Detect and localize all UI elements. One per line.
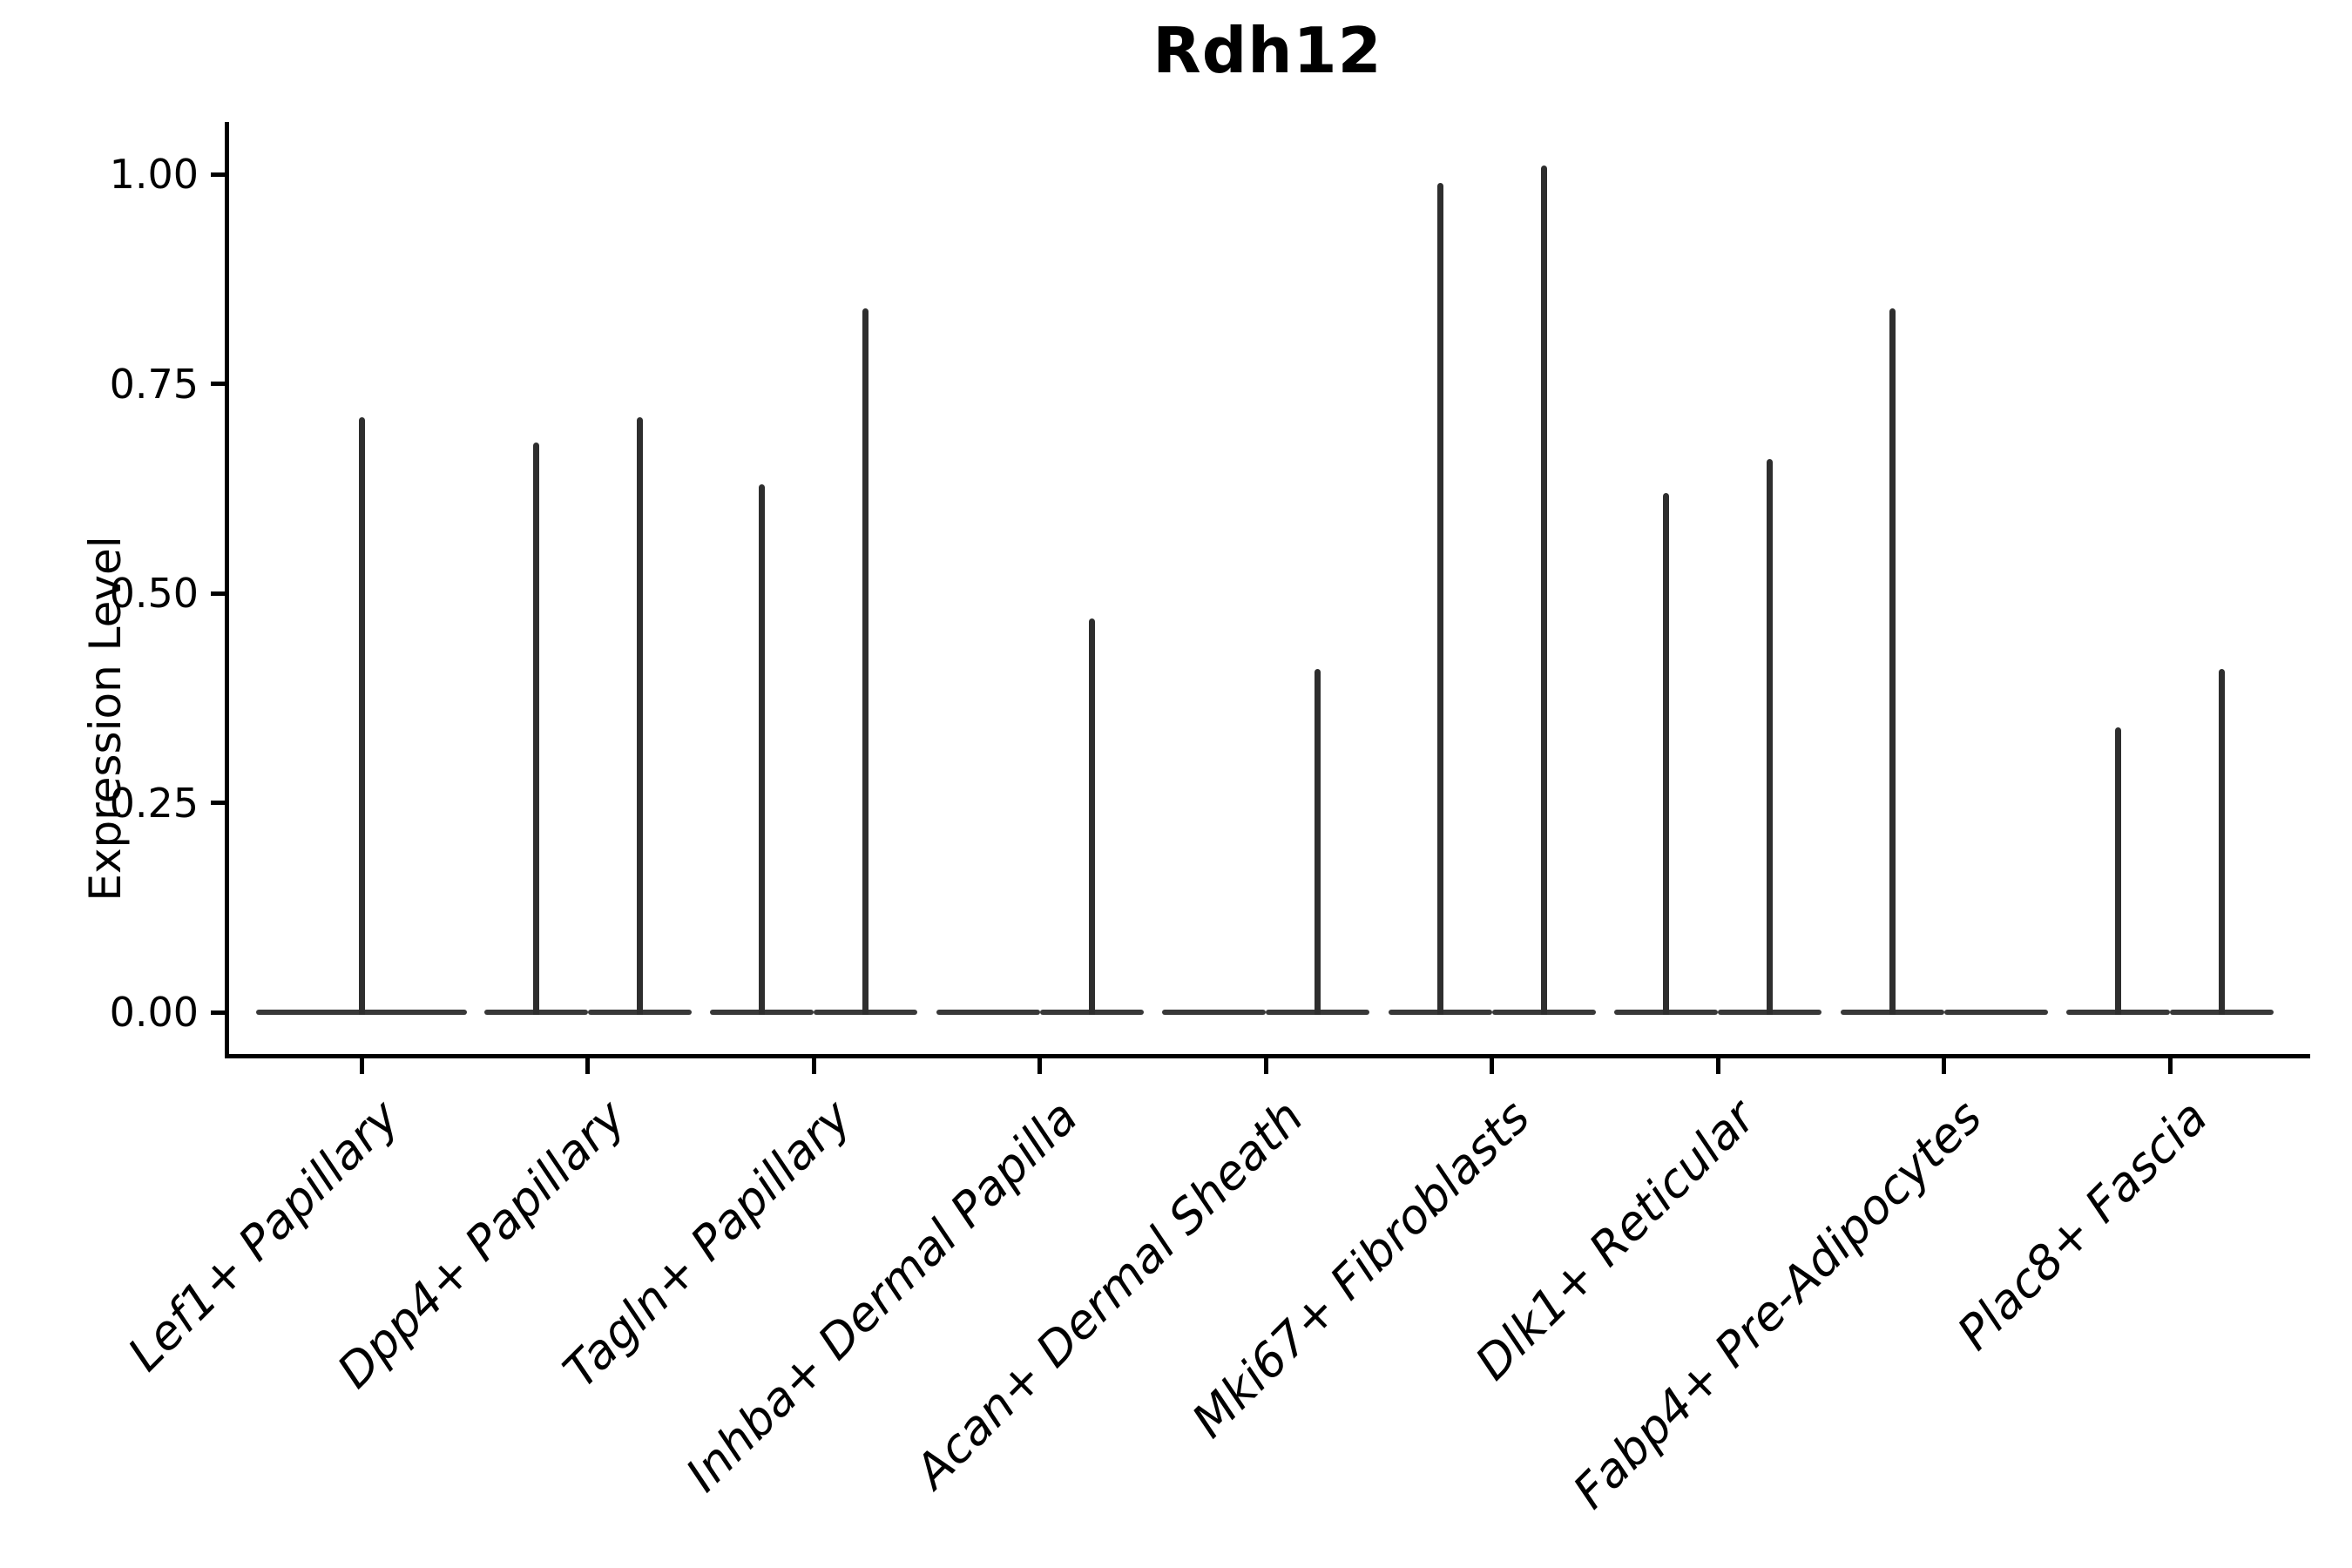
y-tick-label: 0.75 bbox=[109, 360, 199, 408]
chart-title: Rdh12 bbox=[1152, 14, 1382, 87]
violin-spike bbox=[636, 416, 643, 1015]
violin-spike bbox=[1088, 618, 1095, 1015]
violin-spike bbox=[1767, 459, 1773, 1015]
y-tick-mark bbox=[211, 591, 225, 596]
x-tick-mark bbox=[1715, 1058, 1720, 1074]
violin-spike bbox=[862, 308, 868, 1015]
violin-spike bbox=[2115, 727, 2121, 1015]
violin-spike bbox=[1436, 182, 1443, 1015]
y-tick-mark bbox=[211, 382, 225, 386]
x-tick-mark bbox=[1942, 1058, 1946, 1074]
y-tick-label: 0.25 bbox=[109, 779, 199, 827]
violin-spike bbox=[2219, 668, 2225, 1015]
violin-spike bbox=[358, 416, 365, 1015]
violin-spike bbox=[759, 483, 765, 1015]
x-axis-label: Acan+ Dermal Sheath bbox=[904, 1089, 1315, 1499]
violin-spike bbox=[1663, 492, 1669, 1015]
x-tick-mark bbox=[1263, 1058, 1268, 1074]
x-tick-mark bbox=[585, 1058, 590, 1074]
x-tick-mark bbox=[1490, 1058, 1494, 1074]
y-tick-mark bbox=[211, 1010, 225, 1015]
x-axis-label: Fabp4+ Pre-Adipocytes bbox=[1562, 1089, 1992, 1519]
y-tick-label: 0.50 bbox=[109, 570, 199, 617]
violin-spike bbox=[1540, 166, 1547, 1015]
y-tick-label: 1.00 bbox=[109, 151, 199, 198]
x-tick-mark bbox=[359, 1058, 364, 1074]
violin-spike bbox=[532, 442, 539, 1015]
violin-base bbox=[1943, 1010, 2048, 1015]
y-tick-mark bbox=[211, 172, 225, 177]
y-tick-label: 0.00 bbox=[109, 989, 199, 1036]
violin-base bbox=[936, 1010, 1040, 1015]
x-tick-mark bbox=[811, 1058, 816, 1074]
x-tick-mark bbox=[2167, 1058, 2173, 1074]
x-axis-label: Inhba+ Dermal Papilla bbox=[674, 1089, 1088, 1503]
violin-base bbox=[1162, 1010, 1266, 1015]
x-axis-spine bbox=[225, 1054, 2310, 1058]
violin-spike bbox=[1889, 308, 1896, 1015]
x-tick-mark bbox=[1037, 1058, 1042, 1074]
y-tick-mark bbox=[211, 801, 225, 805]
violin-spike bbox=[1315, 668, 1321, 1015]
y-axis-spine bbox=[225, 122, 229, 1058]
